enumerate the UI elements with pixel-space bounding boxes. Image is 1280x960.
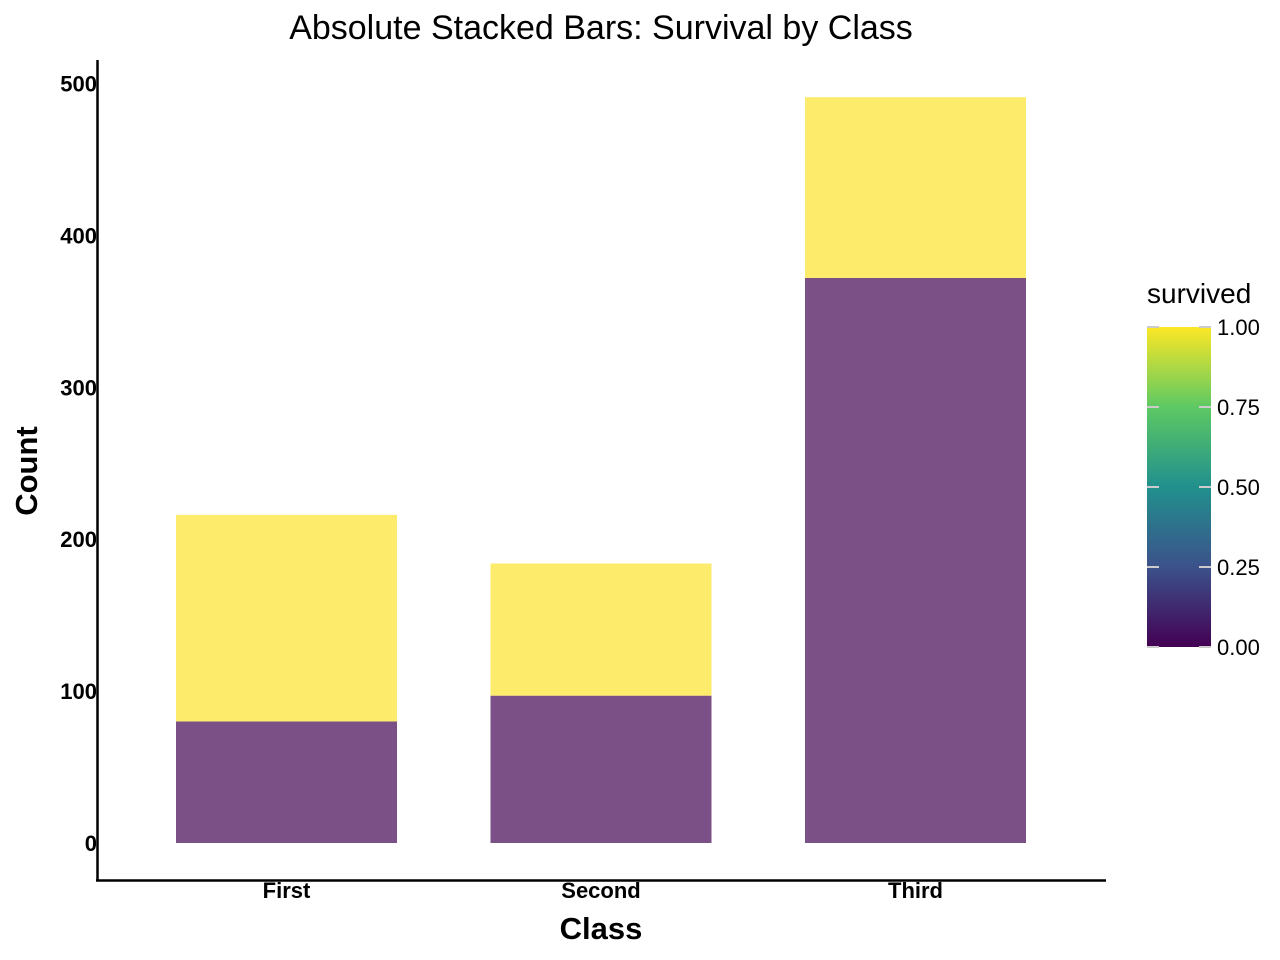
colorbar-tick-label: 0.25 xyxy=(1217,555,1260,580)
bar-second-survived-1 xyxy=(490,563,712,696)
legend-title: survived xyxy=(1147,278,1251,309)
colorbar-tick-label: 0.50 xyxy=(1217,475,1260,500)
y-tick-label: 100 xyxy=(60,679,97,704)
colorbar-tick-label: 0.00 xyxy=(1217,635,1260,660)
bars-layer xyxy=(176,97,1026,843)
y-tick-label: 400 xyxy=(60,223,97,248)
bar-first-survived-1 xyxy=(176,514,397,722)
y-tick-label: 300 xyxy=(60,375,97,400)
colorbar-ticks: 0.00 0.25 0.50 0.75 1.00 xyxy=(1147,315,1260,660)
y-tick-label: 200 xyxy=(60,527,97,552)
x-tick-label: Second xyxy=(561,878,640,903)
y-tick-labels: 0 100 200 300 400 500 xyxy=(60,72,97,857)
y-tick-label: 0 xyxy=(85,831,97,856)
x-axis-title: Class xyxy=(560,911,643,946)
y-tick-label: 500 xyxy=(60,72,97,97)
colorbar-tick-label: 0.75 xyxy=(1217,395,1260,420)
bar-third-survived-1 xyxy=(805,97,1026,278)
bar-first-survived-0 xyxy=(176,721,397,843)
y-axis-title: Count xyxy=(9,426,44,516)
chart-title: Absolute Stacked Bars: Survival by Class xyxy=(289,9,913,47)
bar-third-survived-0 xyxy=(805,277,1026,843)
x-tick-label: Third xyxy=(888,878,943,903)
colorbar-legend: survived 0.00 0.25 0.50 0.75 1.00 xyxy=(1147,278,1260,660)
x-tick-label: First xyxy=(263,878,311,903)
colorbar-tick-label: 1.00 xyxy=(1217,315,1260,340)
bar-second-survived-0 xyxy=(490,695,712,843)
x-tick-labels: First Second Third xyxy=(263,878,943,903)
